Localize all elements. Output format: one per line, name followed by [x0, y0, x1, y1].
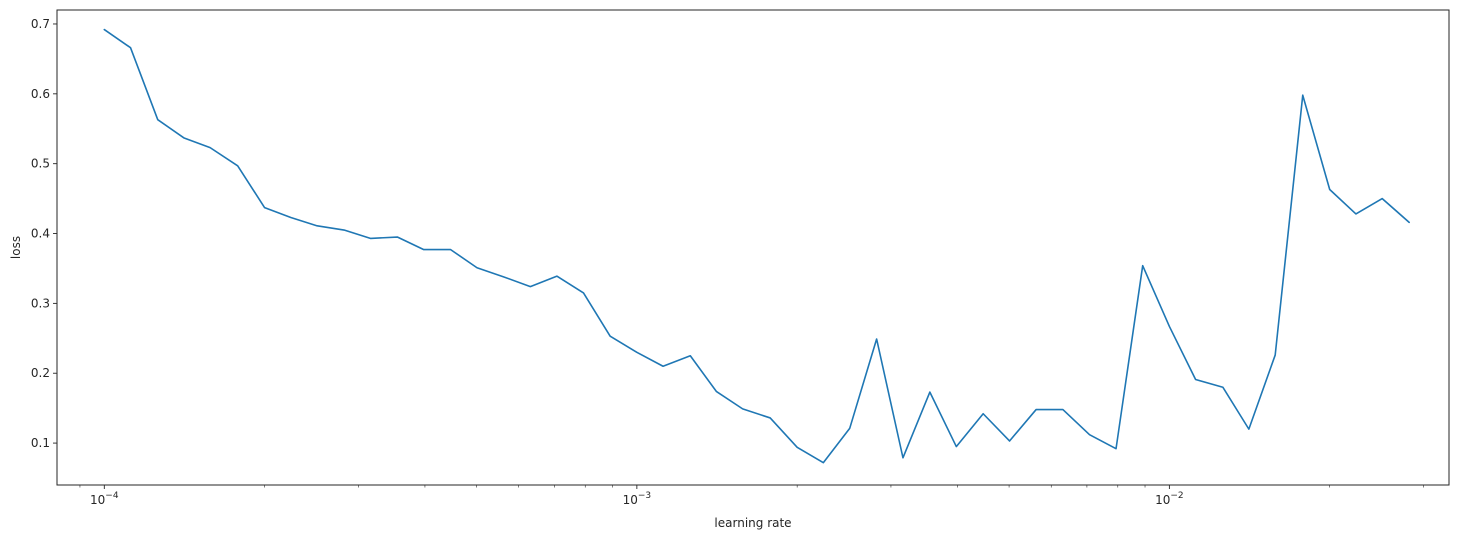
- y-tick-label: 0.3: [31, 296, 50, 310]
- loss-series-line: [103, 28, 1410, 464]
- y-tick-label: 0.4: [31, 227, 50, 241]
- x-tick-label: 10−2: [1155, 491, 1184, 507]
- plot-frame: [56, 9, 1450, 486]
- y-axis-ticks: 0.1 0.2 0.3 0.4 0.5 0.6 0.7: [31, 17, 57, 450]
- y-tick-label: 0.5: [31, 157, 50, 171]
- y-tick-label: 0.2: [31, 366, 50, 380]
- y-tick-label: 0.6: [31, 87, 50, 101]
- x-axis-ticks: 10−4 10−3 10−2: [79, 485, 1424, 507]
- x-axis-label: learning rate: [714, 516, 791, 530]
- x-tick-label: 10−3: [623, 491, 652, 507]
- y-tick-label: 0.1: [31, 436, 50, 450]
- y-axis-label: loss: [9, 236, 23, 259]
- x-tick-label: 10−4: [90, 491, 119, 507]
- y-tick-label: 0.7: [31, 17, 50, 31]
